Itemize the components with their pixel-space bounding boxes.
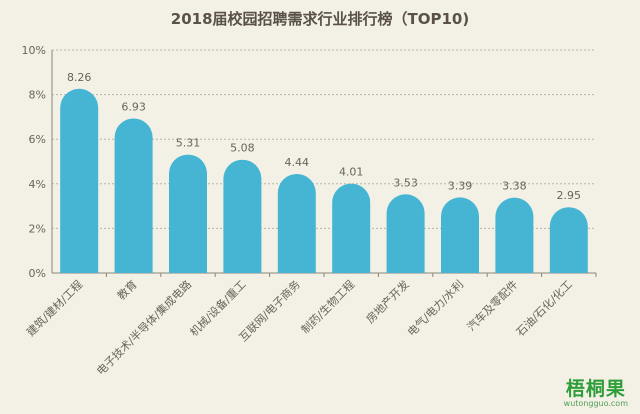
bar	[386, 194, 425, 273]
bar	[223, 159, 262, 273]
bar	[60, 88, 99, 273]
bar	[549, 207, 588, 273]
x-tick-label: 机械/设备/重工	[187, 277, 249, 339]
watermark-logo: 梧桐果 wutongguo.com	[564, 379, 628, 408]
y-tick-label: 0%	[29, 267, 46, 280]
x-tick-label: 汽车及零配件	[464, 277, 521, 334]
data-label: 3.38	[502, 180, 527, 193]
bar	[169, 154, 207, 273]
y-tick-label: 8%	[29, 89, 46, 102]
watermark-url: wutongguo.com	[563, 399, 628, 408]
data-label: 5.08	[230, 142, 255, 155]
x-tick-label: 电子技术/半导体/集成电路	[93, 277, 194, 378]
bar	[441, 197, 479, 273]
y-tick-label: 2%	[29, 222, 46, 235]
data-label: 6.93	[121, 100, 146, 113]
x-tick-label: 石油/石化/化工	[513, 277, 575, 339]
data-label: 8.26	[67, 71, 92, 84]
data-label: 5.31	[176, 137, 201, 150]
watermark-text: 梧桐果	[565, 378, 626, 400]
x-tick-label: 教育	[114, 277, 139, 302]
bar	[277, 173, 316, 273]
data-label: 4.44	[285, 156, 310, 169]
y-tick-label: 6%	[29, 133, 46, 146]
x-tick-label: 建筑/建材/工程	[24, 277, 86, 339]
x-tick-label: 制药/生物工程	[298, 277, 357, 336]
bar	[332, 183, 371, 273]
bar	[114, 118, 153, 273]
y-tick-label: 4%	[29, 178, 46, 191]
chart-title: 2018届校园招聘需求行业排行榜（TOP10)	[170, 10, 470, 28]
data-label: 4.01	[339, 166, 364, 179]
data-label: 3.53	[393, 176, 418, 189]
data-label: 3.39	[448, 179, 473, 192]
bar	[495, 197, 534, 273]
x-tick-label: 房地产开发	[363, 277, 412, 326]
x-tick-label: 电气/电力/水利	[404, 277, 466, 339]
data-label: 2.95	[557, 189, 582, 202]
y-tick-label: 10%	[22, 44, 46, 57]
